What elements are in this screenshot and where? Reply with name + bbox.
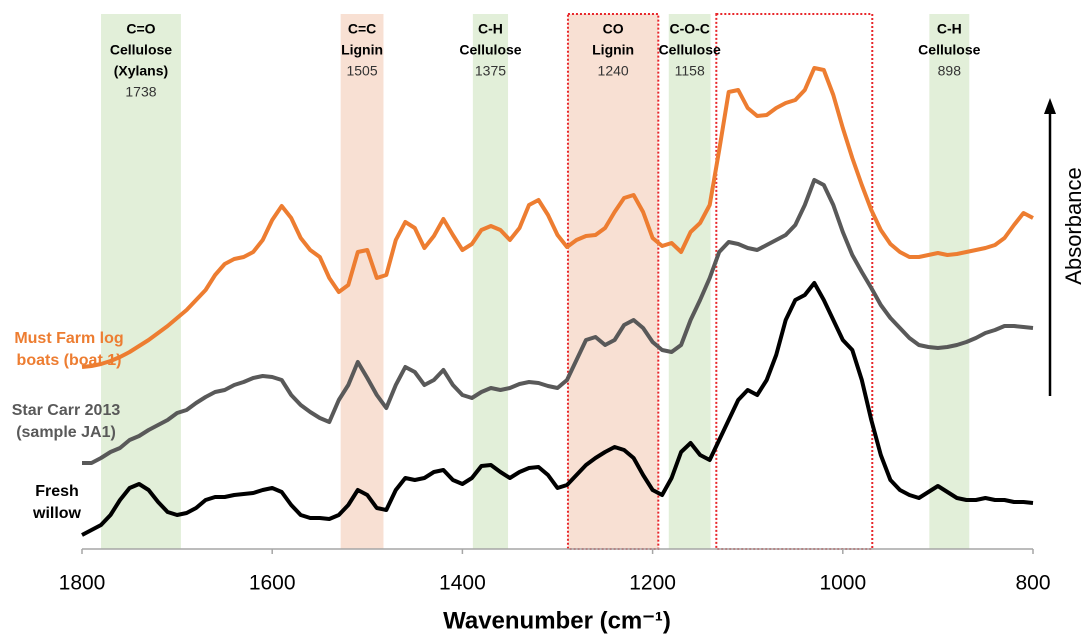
band-label: CO <box>603 21 624 37</box>
band-wavenumber: 1240 <box>598 63 629 79</box>
band-label: Cellulose <box>918 42 980 58</box>
x-tick-label: 1200 <box>629 572 676 595</box>
band-wavenumber: 1738 <box>125 84 156 100</box>
band-wavenumber: 1158 <box>675 63 705 79</box>
x-tick-label: 1600 <box>249 572 296 595</box>
band-label: Lignin <box>592 42 634 58</box>
x-axis-title: Wavenumber (cm⁻¹) <box>443 607 671 634</box>
band <box>340 14 384 549</box>
band-label: C=C <box>348 21 376 37</box>
series-line <box>81 281 1034 537</box>
series-line <box>81 66 1034 369</box>
band-label: C-O-C <box>669 21 709 37</box>
band <box>101 14 181 549</box>
band-label: C-H <box>937 21 962 37</box>
band-label: Cellulose <box>659 42 721 58</box>
x-tick-label: 800 <box>1015 572 1050 595</box>
band-label: Cellulose <box>110 42 172 58</box>
bands <box>101 13 970 550</box>
band-label: C-H <box>478 21 503 37</box>
band-wavenumber: 898 <box>938 63 962 79</box>
series-label: Must Farm log boats (boat 1) <box>14 330 124 369</box>
band <box>472 14 509 549</box>
y-axis-title: Absorbance <box>1061 167 1086 284</box>
band-label: C=O <box>126 21 155 37</box>
x-tick-label: 1800 <box>59 572 106 595</box>
band <box>929 14 970 549</box>
x-tick-label: 1000 <box>819 572 866 595</box>
band-label: (Xylans) <box>114 63 168 79</box>
band <box>668 14 711 549</box>
band-label: Cellulose <box>459 42 521 58</box>
band <box>566 13 660 550</box>
band-wavenumber: 1375 <box>475 63 506 79</box>
series-line <box>82 178 1034 465</box>
series-label: Fresh willow <box>33 483 81 522</box>
x-tick-label: 1400 <box>439 572 486 595</box>
arrow-head <box>1044 98 1056 114</box>
band-wavenumber: 1505 <box>346 63 377 79</box>
series-label: Star Carr 2013 (sample JA1) <box>11 402 121 441</box>
plot <box>81 66 1034 537</box>
band-label: Lignin <box>341 42 383 58</box>
